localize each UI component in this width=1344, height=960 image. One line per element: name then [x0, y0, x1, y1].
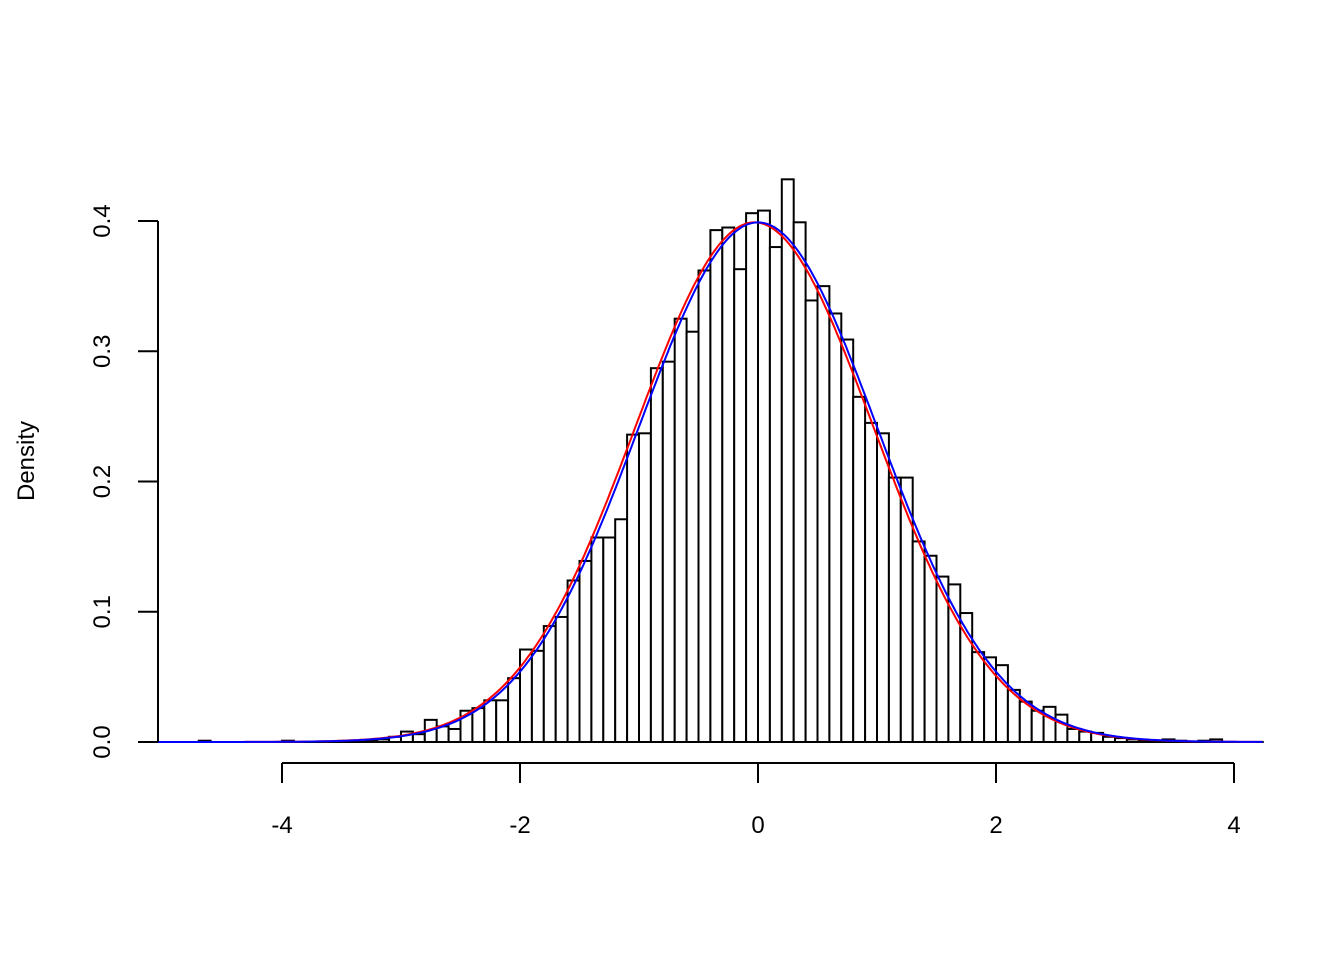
x-tick-label: 4 [1227, 812, 1240, 839]
histogram-bar [709, 229, 724, 743]
histogram-bar [411, 733, 426, 743]
y-axis: 0.0 0.1 0.2 0.3 0.4 [89, 204, 159, 759]
histogram-bar [530, 649, 545, 744]
histogram-bar [1030, 709, 1045, 743]
histogram-bar [733, 268, 748, 743]
x-axis: -4 -2 0 2 4 [271, 762, 1241, 839]
histogram-bar [602, 536, 617, 743]
histogram-bar [471, 707, 486, 744]
histogram-bar [745, 212, 759, 743]
x-tick-label: 2 [989, 812, 1002, 839]
histogram-bar [649, 367, 664, 743]
histogram-bar [757, 209, 771, 743]
y-tick-label: 0.4 [89, 204, 116, 237]
histogram-bar [661, 360, 676, 743]
x-tick-label: -4 [271, 812, 292, 839]
y-tick-label: 0.0 [89, 725, 116, 758]
histogram-bar [721, 226, 736, 743]
y-tick-label: 0.3 [89, 335, 116, 368]
histogram-bar [638, 432, 652, 743]
histogram-bar [626, 433, 640, 743]
histogram-bar [447, 727, 462, 743]
histogram-bar [697, 269, 712, 743]
histogram-bar [1066, 727, 1081, 743]
histogram-bar [959, 612, 974, 743]
histogram-bar [542, 625, 557, 744]
histogram-bar [614, 518, 629, 744]
histogram-bar [876, 432, 890, 743]
histogram-bar [578, 559, 593, 744]
histogram-bar [483, 699, 498, 744]
histogram-bar [816, 285, 831, 743]
histogram-bar [911, 540, 926, 743]
histogram-bar [971, 651, 986, 743]
x-tick-label: -2 [509, 812, 530, 839]
histogram-bar [804, 299, 819, 743]
histogram-bar [780, 178, 795, 743]
y-tick-label: 0.2 [89, 465, 116, 498]
histogram-bar [840, 338, 855, 743]
histogram-bar [864, 421, 878, 743]
blue-density-curve [151, 221, 1263, 743]
histogram-bar [768, 246, 783, 744]
y-tick-label: 0.1 [89, 595, 116, 628]
histogram-bar [899, 476, 914, 743]
histogram-bar [1054, 713, 1069, 744]
histogram-bar [887, 476, 902, 743]
histogram-bar [923, 554, 938, 743]
histogram-bar [554, 615, 569, 744]
histogram-bar [1042, 705, 1057, 744]
histogram-bar [852, 395, 867, 743]
histogram-bar [495, 699, 510, 744]
y-axis-label: Density [13, 421, 40, 501]
histogram-bar [507, 677, 522, 743]
histogram-bar [685, 330, 700, 743]
histogram-bar [673, 317, 688, 743]
histogram-bar [590, 536, 605, 743]
x-tick-label: 0 [751, 812, 764, 839]
histogram-bar [792, 221, 807, 744]
density-curves [151, 221, 1263, 743]
histogram-bar [1018, 700, 1033, 743]
histogram-bar [828, 312, 843, 743]
histogram-bar [566, 579, 581, 743]
